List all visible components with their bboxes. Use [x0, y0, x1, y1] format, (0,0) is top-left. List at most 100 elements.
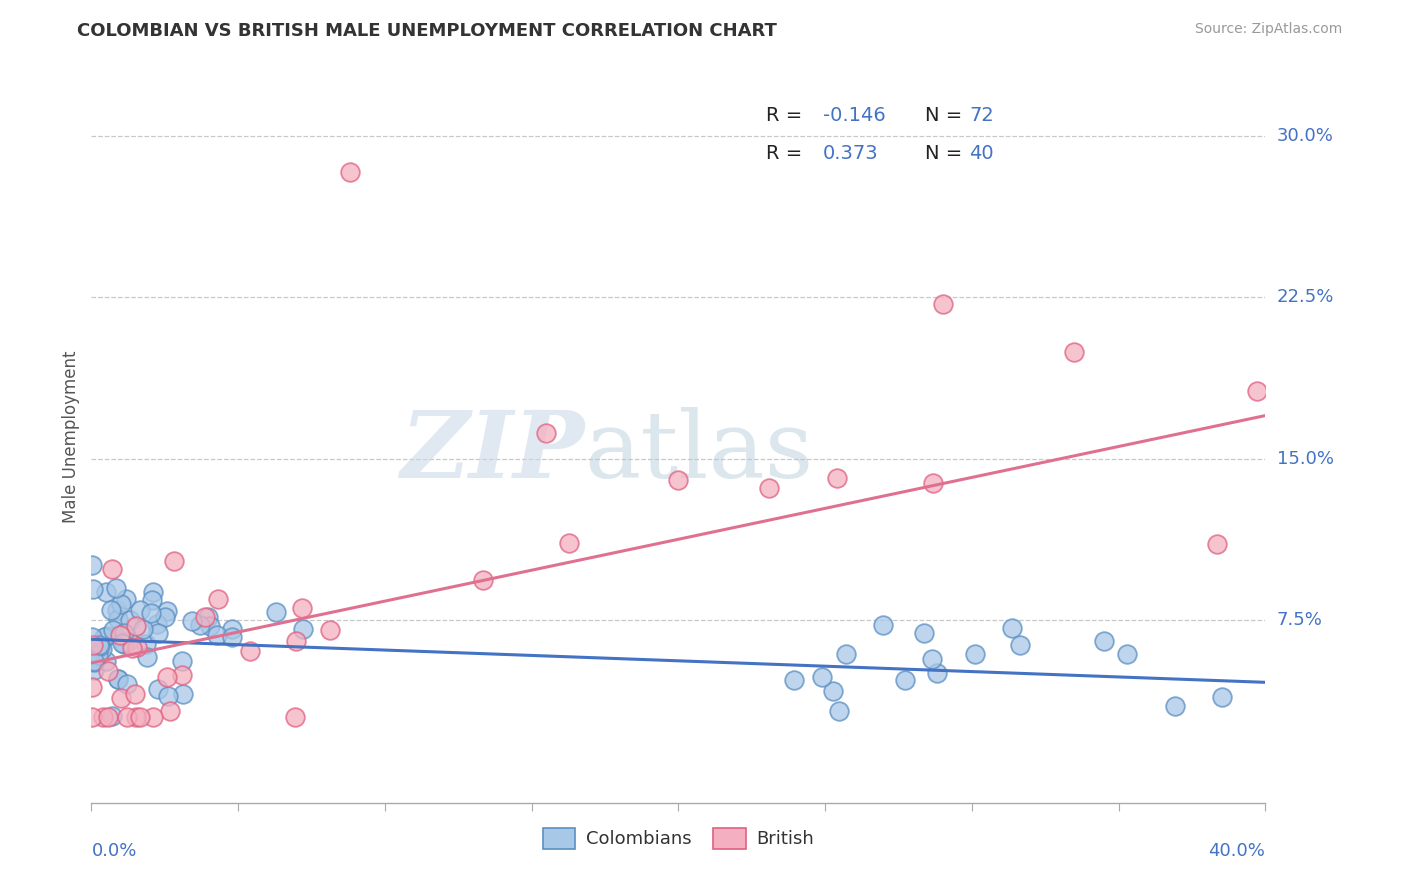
Point — [118, 633, 141, 648]
Text: atlas: atlas — [585, 407, 814, 497]
Point — [110, 628, 132, 642]
Point — [157, 689, 180, 703]
Y-axis label: Male Unemployment: Male Unemployment — [62, 351, 80, 524]
Point — [172, 668, 194, 682]
Text: 7.5%: 7.5% — [1277, 611, 1323, 629]
Point — [91, 710, 114, 724]
Point — [758, 481, 780, 495]
Point — [89, 639, 111, 653]
Point — [100, 603, 122, 617]
Point — [1001, 621, 1024, 635]
Point — [1163, 698, 1185, 713]
Point — [146, 616, 169, 631]
Point — [1008, 638, 1031, 652]
Point — [110, 597, 132, 611]
Point — [97, 665, 120, 679]
Point — [101, 562, 124, 576]
Point — [1092, 634, 1115, 648]
Point — [125, 619, 148, 633]
Point — [1246, 384, 1268, 399]
Point — [893, 673, 915, 687]
Point — [931, 296, 953, 310]
Point — [83, 655, 105, 669]
Point — [142, 584, 165, 599]
Point — [114, 591, 136, 606]
Point — [96, 654, 118, 668]
Point — [284, 710, 307, 724]
Point — [121, 640, 143, 655]
Point — [141, 593, 163, 607]
Point — [146, 626, 169, 640]
Point — [1115, 647, 1137, 661]
Text: 30.0%: 30.0% — [1277, 127, 1333, 145]
Point — [80, 630, 103, 644]
Point — [198, 618, 221, 632]
Point — [127, 640, 149, 654]
Point — [239, 643, 262, 657]
Point — [153, 610, 176, 624]
Point — [925, 665, 948, 680]
Point — [112, 637, 135, 651]
Point — [107, 673, 129, 687]
Point — [80, 710, 103, 724]
Point — [129, 603, 152, 617]
Point — [912, 625, 935, 640]
Point — [162, 554, 184, 568]
Point — [125, 710, 148, 724]
Text: 0.0%: 0.0% — [91, 842, 136, 860]
Point — [1211, 690, 1233, 704]
Text: COLOMBIAN VS BRITISH MALE UNEMPLOYMENT CORRELATION CHART: COLOMBIAN VS BRITISH MALE UNEMPLOYMENT C… — [77, 22, 778, 40]
Point — [170, 655, 193, 669]
Point — [82, 638, 104, 652]
Point — [135, 650, 157, 665]
Point — [339, 165, 361, 179]
Point — [112, 625, 135, 640]
Point — [828, 704, 851, 718]
Text: N =: N = — [925, 144, 969, 162]
Text: 40.0%: 40.0% — [1209, 842, 1265, 860]
Point — [156, 603, 179, 617]
Point — [117, 710, 139, 724]
Point — [159, 704, 181, 718]
Point — [124, 687, 146, 701]
Text: N =: N = — [925, 106, 969, 125]
Text: Source: ZipAtlas.com: Source: ZipAtlas.com — [1195, 22, 1343, 37]
Legend: Colombians, British: Colombians, British — [536, 821, 821, 856]
Point — [188, 617, 211, 632]
Text: 15.0%: 15.0% — [1277, 450, 1333, 467]
Point — [93, 630, 115, 644]
Text: -0.146: -0.146 — [823, 106, 886, 125]
Point — [207, 592, 229, 607]
Point — [80, 680, 103, 694]
Point — [87, 638, 110, 652]
Point — [107, 672, 129, 686]
Point — [194, 610, 217, 624]
Point — [156, 670, 179, 684]
Point — [110, 691, 132, 706]
Point — [83, 663, 105, 677]
Point — [1206, 537, 1229, 551]
Point — [965, 647, 987, 661]
Text: ZIP: ZIP — [401, 407, 585, 497]
Point — [80, 558, 103, 572]
Point — [266, 605, 288, 619]
Point — [107, 611, 129, 625]
Point — [291, 601, 314, 615]
Point — [90, 641, 112, 656]
Point — [1063, 345, 1085, 359]
Point — [105, 602, 128, 616]
Point — [666, 473, 689, 487]
Point — [810, 669, 832, 683]
Point — [921, 651, 943, 665]
Point — [94, 585, 117, 599]
Point — [82, 582, 104, 596]
Point — [96, 629, 118, 643]
Point — [105, 582, 128, 596]
Point — [205, 628, 228, 642]
Text: 0.373: 0.373 — [823, 144, 879, 162]
Point — [221, 623, 243, 637]
Point — [142, 710, 165, 724]
Point — [115, 677, 138, 691]
Point — [835, 647, 858, 661]
Text: 40: 40 — [970, 144, 994, 162]
